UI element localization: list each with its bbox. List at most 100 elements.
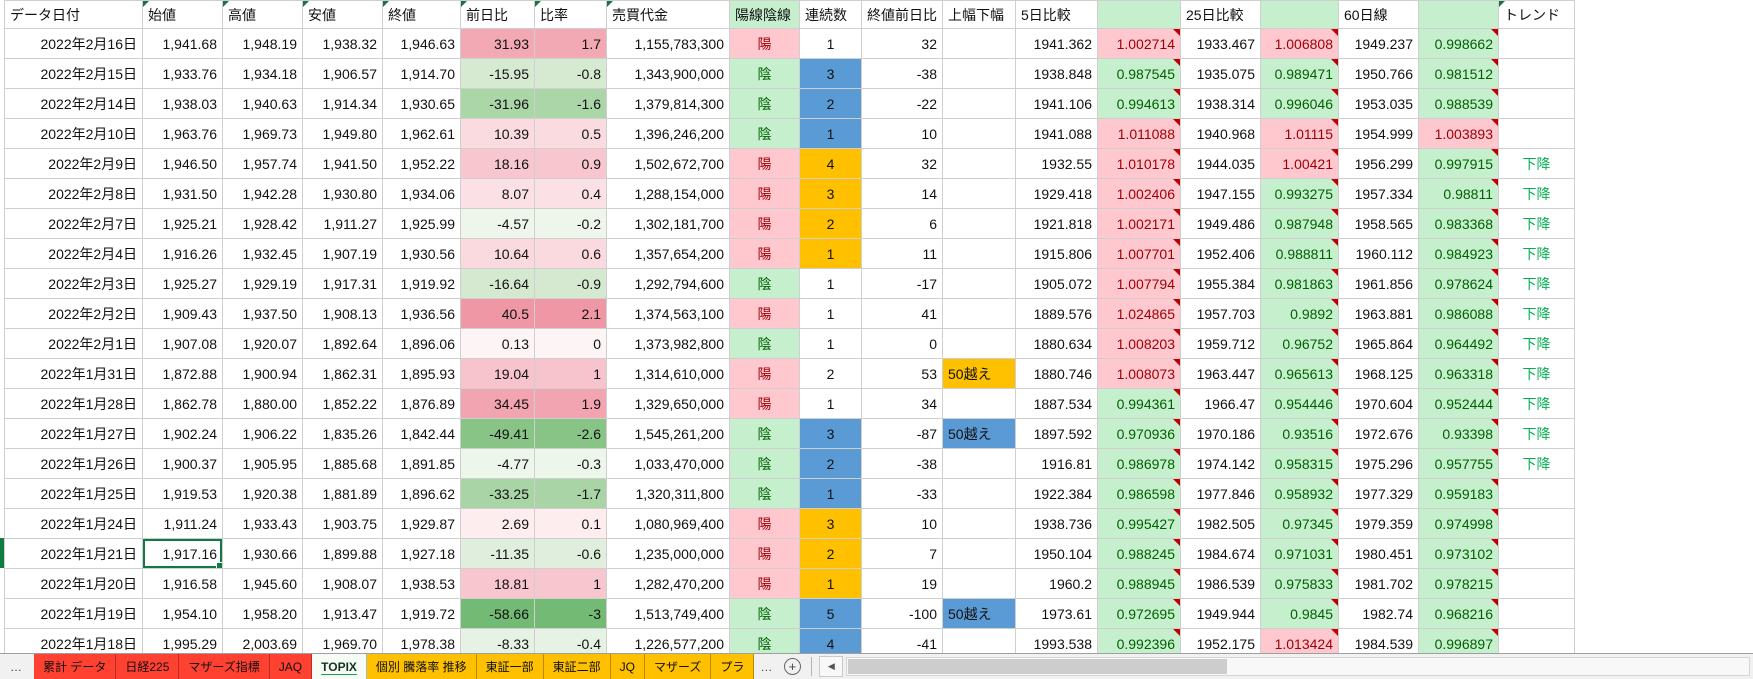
cell-high[interactable]: 1,969.73 [222,118,303,149]
cell-range_note[interactable] [942,238,1016,269]
cell-open[interactable]: 1,995.29 [142,628,223,653]
cell-d5r[interactable]: 1.002171 [1097,208,1181,239]
cell-candle[interactable]: 陽 [729,148,800,179]
cell-ratio[interactable]: -1.6 [534,88,607,119]
cell-range_note[interactable] [942,508,1016,539]
cell-d5[interactable]: 1993.538 [1015,628,1098,653]
cell-low[interactable]: 1,892.64 [302,328,383,359]
cell-ratio[interactable]: -0.6 [534,538,607,569]
cell-d25r[interactable]: 0.996046 [1260,88,1339,119]
cell-streak[interactable]: 3 [799,58,862,89]
cell-d25r[interactable]: 0.97345 [1260,508,1339,539]
cell-streak[interactable]: 4 [799,148,862,179]
cell-close[interactable]: 1,936.56 [382,298,461,329]
cell-d5r[interactable]: 1.002714 [1097,28,1181,59]
cell-streak[interactable]: 1 [799,238,862,269]
cell-streak[interactable]: 2 [799,448,862,479]
cell-d5r[interactable]: 0.986598 [1097,478,1181,509]
cell-change[interactable]: 18.16 [460,148,535,179]
cell-date[interactable]: 2022年2月1日 [4,328,143,359]
cell-candle[interactable]: 陽 [729,298,800,329]
column-header-ratio[interactable]: 比率 [534,0,607,29]
cell-close_change[interactable]: -38 [861,448,943,479]
cell-date[interactable]: 2022年2月10日 [4,118,143,149]
column-header-close_change[interactable]: 終値前日比 [861,0,943,29]
cell-close[interactable]: 1,938.53 [382,568,461,599]
cell-volume[interactable]: 1,357,654,200 [606,238,730,269]
sheet-tab-0[interactable]: 累計 データ [34,654,117,679]
cell-ratio[interactable]: -1.7 [534,478,607,509]
cell-open[interactable]: 1,963.76 [142,118,223,149]
cell-trend[interactable] [1498,598,1575,629]
cell-close[interactable]: 1,934.06 [382,178,461,209]
cell-d60[interactable]: 1982.74 [1338,598,1419,629]
cell-d60r[interactable]: 0.959183 [1418,478,1499,509]
cell-d25[interactable]: 1952.406 [1180,238,1261,269]
cell-d60[interactable]: 1980.451 [1338,538,1419,569]
cell-high[interactable]: 1,906.22 [222,418,303,449]
cell-change[interactable]: -31.96 [460,88,535,119]
cell-open[interactable]: 1,862.78 [142,388,223,419]
cell-trend[interactable] [1498,508,1575,539]
cell-d5[interactable]: 1938.848 [1015,58,1098,89]
cell-ratio[interactable]: 1 [534,568,607,599]
cell-d5r[interactable]: 1.007701 [1097,238,1181,269]
cell-close[interactable]: 1,891.85 [382,448,461,479]
cell-open[interactable]: 1,938.03 [142,88,223,119]
cell-range_note[interactable] [942,448,1016,479]
cell-change[interactable]: 0.13 [460,328,535,359]
cell-candle[interactable]: 陽 [729,358,800,389]
cell-volume[interactable]: 1,282,470,200 [606,568,730,599]
cell-date[interactable]: 2022年1月24日 [4,508,143,539]
cell-low[interactable]: 1,885.68 [302,448,383,479]
cell-date[interactable]: 2022年2月3日 [4,268,143,299]
cell-low[interactable]: 1,903.75 [302,508,383,539]
sheet-tab-6[interactable]: 東証一部 [476,654,544,679]
cell-ratio[interactable]: -3 [534,598,607,629]
cell-d5[interactable]: 1916.81 [1015,448,1098,479]
sheet-tab-8[interactable]: JQ [610,654,645,679]
cell-candle[interactable]: 陽 [729,388,800,419]
cell-d60[interactable]: 1972.676 [1338,418,1419,449]
cell-close[interactable]: 1,896.62 [382,478,461,509]
cell-close[interactable]: 1,930.65 [382,88,461,119]
cell-volume[interactable]: 1,502,672,700 [606,148,730,179]
cell-d25r[interactable]: 0.989471 [1260,58,1339,89]
column-header-volume[interactable]: 売買代金 [606,0,730,29]
cell-candle[interactable]: 陰 [729,628,800,653]
cell-low[interactable]: 1,906.57 [302,58,383,89]
cell-d5[interactable]: 1941.106 [1015,88,1098,119]
cell-d25r[interactable]: 1.01115 [1260,118,1339,149]
cell-low[interactable]: 1,917.31 [302,268,383,299]
cell-d5r[interactable]: 0.986978 [1097,448,1181,479]
cell-close[interactable]: 1,895.93 [382,358,461,389]
cell-range_note[interactable] [942,208,1016,239]
cell-trend[interactable] [1498,478,1575,509]
cell-d60r[interactable]: 0.98811 [1418,178,1499,209]
cell-d60[interactable]: 1958.565 [1338,208,1419,239]
cell-change[interactable]: -15.95 [460,58,535,89]
column-header-d60r[interactable] [1418,0,1499,29]
cell-d25[interactable]: 1970.186 [1180,418,1261,449]
cell-volume[interactable]: 1,320,311,800 [606,478,730,509]
cell-change[interactable]: 18.81 [460,568,535,599]
cell-d5r[interactable]: 1.008203 [1097,328,1181,359]
cell-ratio[interactable]: -0.8 [534,58,607,89]
cell-open[interactable]: 1,933.76 [142,58,223,89]
cell-d25[interactable]: 1984.674 [1180,538,1261,569]
cell-volume[interactable]: 1,379,814,300 [606,88,730,119]
cell-open[interactable]: 1,919.53 [142,478,223,509]
cell-range_note[interactable] [942,328,1016,359]
cell-change[interactable]: -49.41 [460,418,535,449]
column-header-d60[interactable]: 60日線 [1338,0,1419,29]
cell-trend[interactable]: 下降 [1498,418,1575,449]
cell-d60r[interactable]: 0.973102 [1418,538,1499,569]
scroll-left-button[interactable]: ◀ [819,656,844,677]
cell-date[interactable]: 2022年2月2日 [4,298,143,329]
cell-high[interactable]: 1,933.43 [222,508,303,539]
cell-trend[interactable]: 下降 [1498,238,1575,269]
cell-streak[interactable]: 4 [799,628,862,653]
cell-date[interactable]: 2022年2月14日 [4,88,143,119]
cell-d25[interactable]: 1938.314 [1180,88,1261,119]
cell-volume[interactable]: 1,288,154,000 [606,178,730,209]
